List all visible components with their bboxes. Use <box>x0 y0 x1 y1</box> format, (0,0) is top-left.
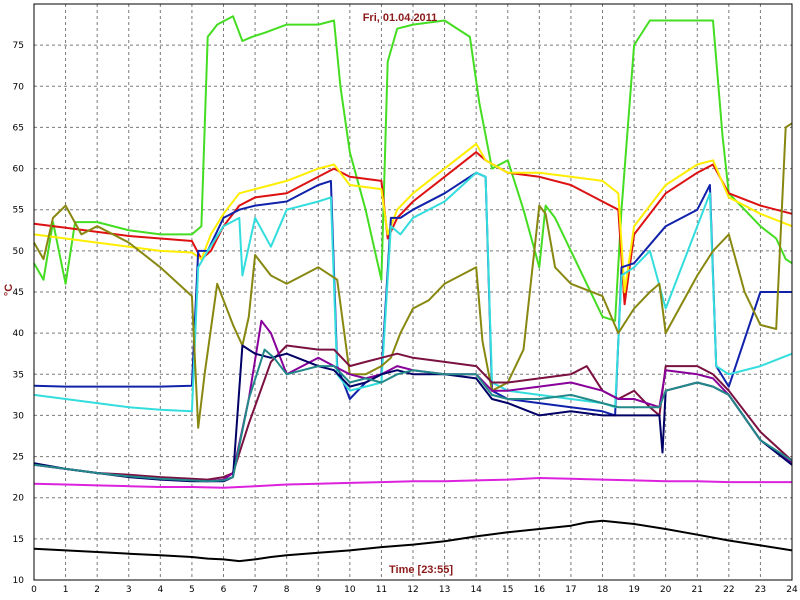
y-tick-label: 35 <box>13 370 24 380</box>
y-axis-label: °C <box>3 284 15 296</box>
x-tick-label: 23 <box>755 585 766 595</box>
series-line-4 <box>33 171 792 417</box>
x-tick-label: 17 <box>565 585 576 595</box>
x-tick-label: 16 <box>534 585 546 595</box>
plot-frame <box>33 3 793 581</box>
y-tick-label: 30 <box>13 411 25 421</box>
x-tick-label: 0 <box>31 585 37 595</box>
y-tick-label: 70 <box>13 82 25 92</box>
x-tick-label: 10 <box>344 585 356 595</box>
series-line-11 <box>33 477 792 489</box>
y-tick-label: 50 <box>13 247 25 257</box>
y-tick-label: 55 <box>13 206 24 216</box>
y-tick-label: 10 <box>13 576 25 586</box>
x-tick-label: 3 <box>126 585 132 595</box>
x-tick-label: 15 <box>502 585 513 595</box>
y-tick-label: 75 <box>13 41 24 51</box>
x-tick-label: 12 <box>407 585 418 595</box>
x-tick-label: 24 <box>786 585 798 595</box>
series-line-5 <box>33 171 793 413</box>
x-tick-label: 6 <box>221 585 227 595</box>
x-tick-label: 22 <box>723 585 734 595</box>
x-tick-label: 7 <box>252 585 258 595</box>
y-tick-label: 40 <box>13 329 25 339</box>
x-axis-label: Time [23:55] <box>389 564 453 576</box>
x-tick-label: 19 <box>628 585 640 595</box>
y-tick-label: 20 <box>13 494 25 504</box>
x-tick-label: 1 <box>63 585 69 595</box>
x-tick-label: 2 <box>94 585 100 595</box>
x-tick-label: 11 <box>376 585 387 595</box>
chart-title: Fri, 01.04.2011 <box>363 12 438 24</box>
plot-border <box>33 3 793 581</box>
x-tick-label: 21 <box>692 585 703 595</box>
x-tick-labels: 0 1 2 3 4 5 6 7 8 9 10 11 12 13 14 15 16 17 18 19 20 21 22 23 24 <box>31 585 798 595</box>
y-tick-label: 65 <box>13 123 24 133</box>
x-tick-label: 20 <box>660 585 672 595</box>
x-tick-label: 4 <box>157 585 163 595</box>
x-tick-label: 5 <box>189 585 195 595</box>
x-tick-label: 8 <box>284 585 290 595</box>
x-tick-label: 13 <box>439 585 450 595</box>
series-lines <box>33 15 793 563</box>
y-tick-label: 60 <box>13 165 25 175</box>
series-line-6 <box>33 122 793 429</box>
y-tick-label: 45 <box>13 288 24 298</box>
series-line-10 <box>33 348 793 483</box>
y-tick-label: 25 <box>13 453 24 463</box>
y-tick-label: 15 <box>13 535 24 545</box>
y-tick-labels: 10 15 20 25 30 35 40 45 50 55 60 65 70 75 <box>13 41 25 586</box>
x-tick-label: 9 <box>315 585 321 595</box>
x-tick-label: 14 <box>470 585 482 595</box>
series-line-12 <box>33 519 793 563</box>
x-tick-label: 18 <box>597 585 609 595</box>
series-line-1 <box>33 15 793 322</box>
